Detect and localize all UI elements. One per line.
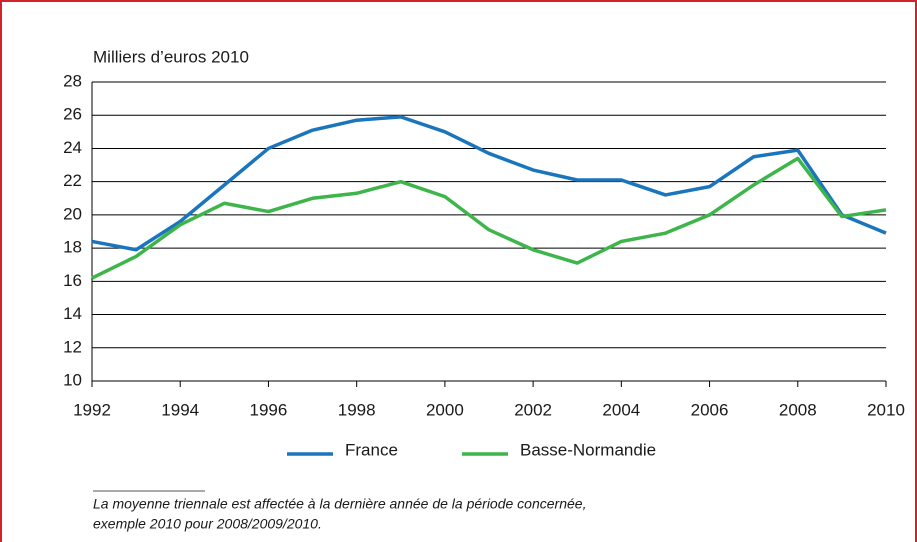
- series-line: [91, 115, 887, 252]
- y-tick-label: 24: [63, 138, 82, 157]
- legend-label: France: [345, 440, 398, 459]
- y-tick-label: 20: [63, 204, 82, 223]
- x-tick-label: 1996: [250, 400, 288, 419]
- series-line: [91, 156, 887, 280]
- note: exemple 2010 pour 2008/2009/2010.: [93, 516, 322, 532]
- x-tick-label: 1998: [338, 400, 376, 419]
- note: La moyenne triennale est affectée à la d…: [93, 496, 586, 512]
- x-tick-label: 1992: [73, 400, 111, 419]
- x-tick-label: 2010: [867, 400, 905, 419]
- y-tick-label: 10: [63, 370, 82, 389]
- y-tick-label: 26: [63, 105, 82, 124]
- x-tick-label: 2002: [514, 400, 552, 419]
- y-tick-label: 14: [63, 304, 82, 323]
- x-tick-label: 2004: [602, 400, 640, 419]
- x-tick-label: 2000: [426, 400, 464, 419]
- x-tick-label: 2006: [691, 400, 729, 419]
- y-tick-label: 18: [63, 238, 82, 257]
- y-tick-label: 22: [63, 171, 82, 190]
- y-tick-label: 16: [63, 271, 82, 290]
- y-axis-label: Milliers d’euros 2010: [93, 47, 249, 66]
- y-tick-label: 28: [63, 71, 82, 90]
- x-tick-label: 1994: [161, 400, 199, 419]
- legend-label: Basse-Normandie: [520, 440, 656, 459]
- x-tick-label: 2008: [779, 400, 817, 419]
- y-tick-label: 12: [63, 337, 82, 356]
